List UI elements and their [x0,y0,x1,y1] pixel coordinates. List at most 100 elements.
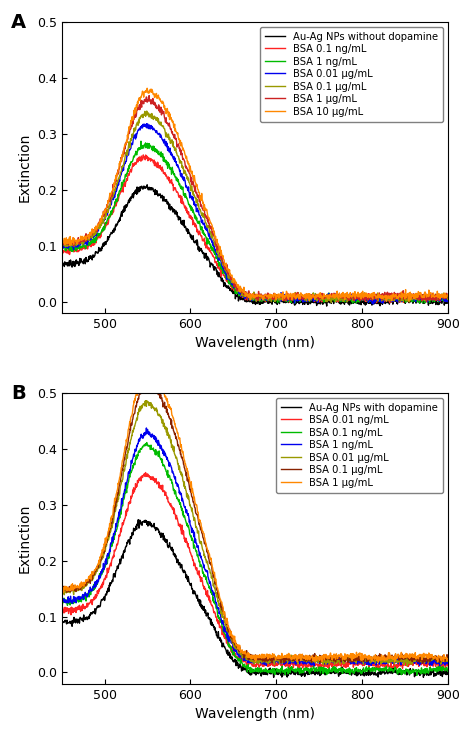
BSA 1 ng/mL [229,638,235,647]
BSA 0.01 ng/mL [229,645,235,653]
BSA 0.01 μg/mL [98,556,104,565]
BSA 1 ng/mL [361,659,366,667]
BSA 10 μg/mL [325,293,330,301]
BSA 0.01 μg/mL [98,220,104,229]
Au-Ag NPs without dopamine [368,297,374,306]
Au-Ag NPs with dopamine [368,669,374,678]
BSA 0.1 ng/mL [367,295,373,304]
Au-Ag NPs with dopamine [271,673,276,682]
BSA 0.01 ng/mL [216,620,221,628]
BSA 1 ng/mL [367,295,373,304]
BSA 0.1 μg/mL [216,253,221,262]
Line: BSA 0.1 ng/mL: BSA 0.1 ng/mL [62,442,448,675]
BSA 1 μg/mL [361,653,367,662]
BSA 0.1 ng/mL [98,570,104,579]
BSA 1 μg/mL [325,651,331,660]
BSA 0.01 μg/mL [144,119,150,128]
BSA 0.1 μg/mL [446,291,451,300]
BSA 1 μg/mL [146,91,152,100]
BSA 10 μg/mL [98,214,104,223]
Line: Au-Ag NPs with dopamine: Au-Ag NPs with dopamine [62,520,448,678]
BSA 1 μg/mL [98,550,104,559]
Au-Ag NPs with dopamine [216,627,221,636]
BSA 0.1 ng/mL [216,612,221,620]
BSA 1 ng/mL [446,655,451,664]
BSA 0.1 μg/mL [144,107,150,115]
BSA 0.1 μg/mL [98,221,104,230]
BSA 0.1 μg/mL [59,240,64,248]
Au-Ag NPs without dopamine [98,243,104,252]
Line: BSA 0.1 μg/mL: BSA 0.1 μg/mL [62,379,448,663]
BSA 0.01 μg/mL [371,300,376,309]
Au-Ag NPs without dopamine [229,286,235,295]
BSA 1 μg/mL [98,215,104,223]
BSA 1 ng/mL [216,605,221,614]
BSA 0.1 μg/mL [144,374,150,383]
Au-Ag NPs without dopamine [361,299,367,308]
BSA 1 ng/mL [446,295,451,304]
BSA 0.1 ng/mL [216,261,221,270]
BSA 1 μg/mL [325,293,330,301]
BSA 0.1 ng/mL [59,598,64,606]
BSA 0.1 μg/mL [229,634,235,642]
Text: B: B [11,384,26,403]
BSA 1 μg/mL [59,238,64,247]
Au-Ag NPs without dopamine [325,295,331,304]
BSA 0.01 μg/mL [446,657,451,666]
Au-Ag NPs with dopamine [59,616,64,625]
BSA 1 μg/mL [368,652,374,661]
Legend: Au-Ag NPs with dopamine, BSA 0.01 ng/mL, BSA 0.1 ng/mL, BSA 1 ng/mL, BSA 0.01 μg: Au-Ag NPs with dopamine, BSA 0.01 ng/mL,… [276,398,443,492]
BSA 0.01 μg/mL [325,654,330,663]
BSA 0.1 μg/mL [420,659,426,667]
Line: BSA 1 μg/mL: BSA 1 μg/mL [62,96,448,302]
Au-Ag NPs without dopamine [446,299,451,308]
BSA 0.01 μg/mL [59,584,64,592]
BSA 1 μg/mL [216,243,221,251]
BSA 0.1 ng/mL [446,293,451,301]
BSA 0.01 ng/mL [368,661,374,670]
BSA 1 ng/mL [98,228,104,237]
BSA 0.1 μg/mL [361,292,367,301]
Au-Ag NPs with dopamine [325,668,331,677]
BSA 0.01 ng/mL [316,665,321,674]
BSA 0.1 ng/mL [98,230,104,239]
Line: BSA 0.1 ng/mL: BSA 0.1 ng/mL [62,155,448,303]
BSA 1 μg/mL [216,587,221,595]
BSA 0.1 ng/mL [361,664,366,673]
BSA 1 ng/mL [361,295,366,304]
Y-axis label: Extinction: Extinction [17,503,31,573]
BSA 0.1 ng/mL [229,647,235,656]
BSA 1 ng/mL [417,299,422,308]
BSA 1 μg/mL [367,292,373,301]
BSA 1 μg/mL [446,656,451,664]
Au-Ag NPs without dopamine [216,272,221,281]
BSA 0.1 μg/mL [325,293,330,301]
BSA 0.01 ng/mL [143,468,148,477]
BSA 0.1 μg/mL [446,652,451,661]
Legend: Au-Ag NPs without dopamine, BSA 0.1 ng/mL, BSA 1 ng/mL, BSA 0.01 μg/mL, BSA 0.1 : Au-Ag NPs without dopamine, BSA 0.1 ng/m… [260,26,443,121]
BSA 0.01 μg/mL [361,660,366,669]
BSA 0.1 μg/mL [328,298,334,307]
BSA 0.01 μg/mL [367,659,373,667]
Line: BSA 1 ng/mL: BSA 1 ng/mL [62,428,448,666]
Au-Ag NPs without dopamine [324,301,329,310]
BSA 1 μg/mL [229,275,235,284]
BSA 0.1 μg/mL [325,654,330,663]
Au-Ag NPs with dopamine [98,596,104,605]
BSA 0.1 ng/mL [59,245,64,254]
BSA 0.01 ng/mL [59,608,64,617]
Au-Ag NPs with dopamine [229,653,235,662]
Au-Ag NPs without dopamine [144,180,150,189]
BSA 0.1 ng/mL [325,667,330,676]
BSA 0.01 μg/mL [446,296,451,305]
Line: BSA 0.1 μg/mL: BSA 0.1 μg/mL [62,111,448,303]
Y-axis label: Extinction: Extinction [17,132,31,202]
BSA 10 μg/mL [144,84,150,93]
BSA 1 ng/mL [144,423,149,432]
BSA 1 μg/mL [229,633,235,642]
BSA 0.01 ng/mL [446,662,451,670]
BSA 1 ng/mL [437,662,443,670]
Line: BSA 1 μg/mL: BSA 1 μg/mL [62,369,448,662]
BSA 0.01 μg/mL [216,596,221,605]
BSA 0.01 μg/mL [229,280,235,289]
